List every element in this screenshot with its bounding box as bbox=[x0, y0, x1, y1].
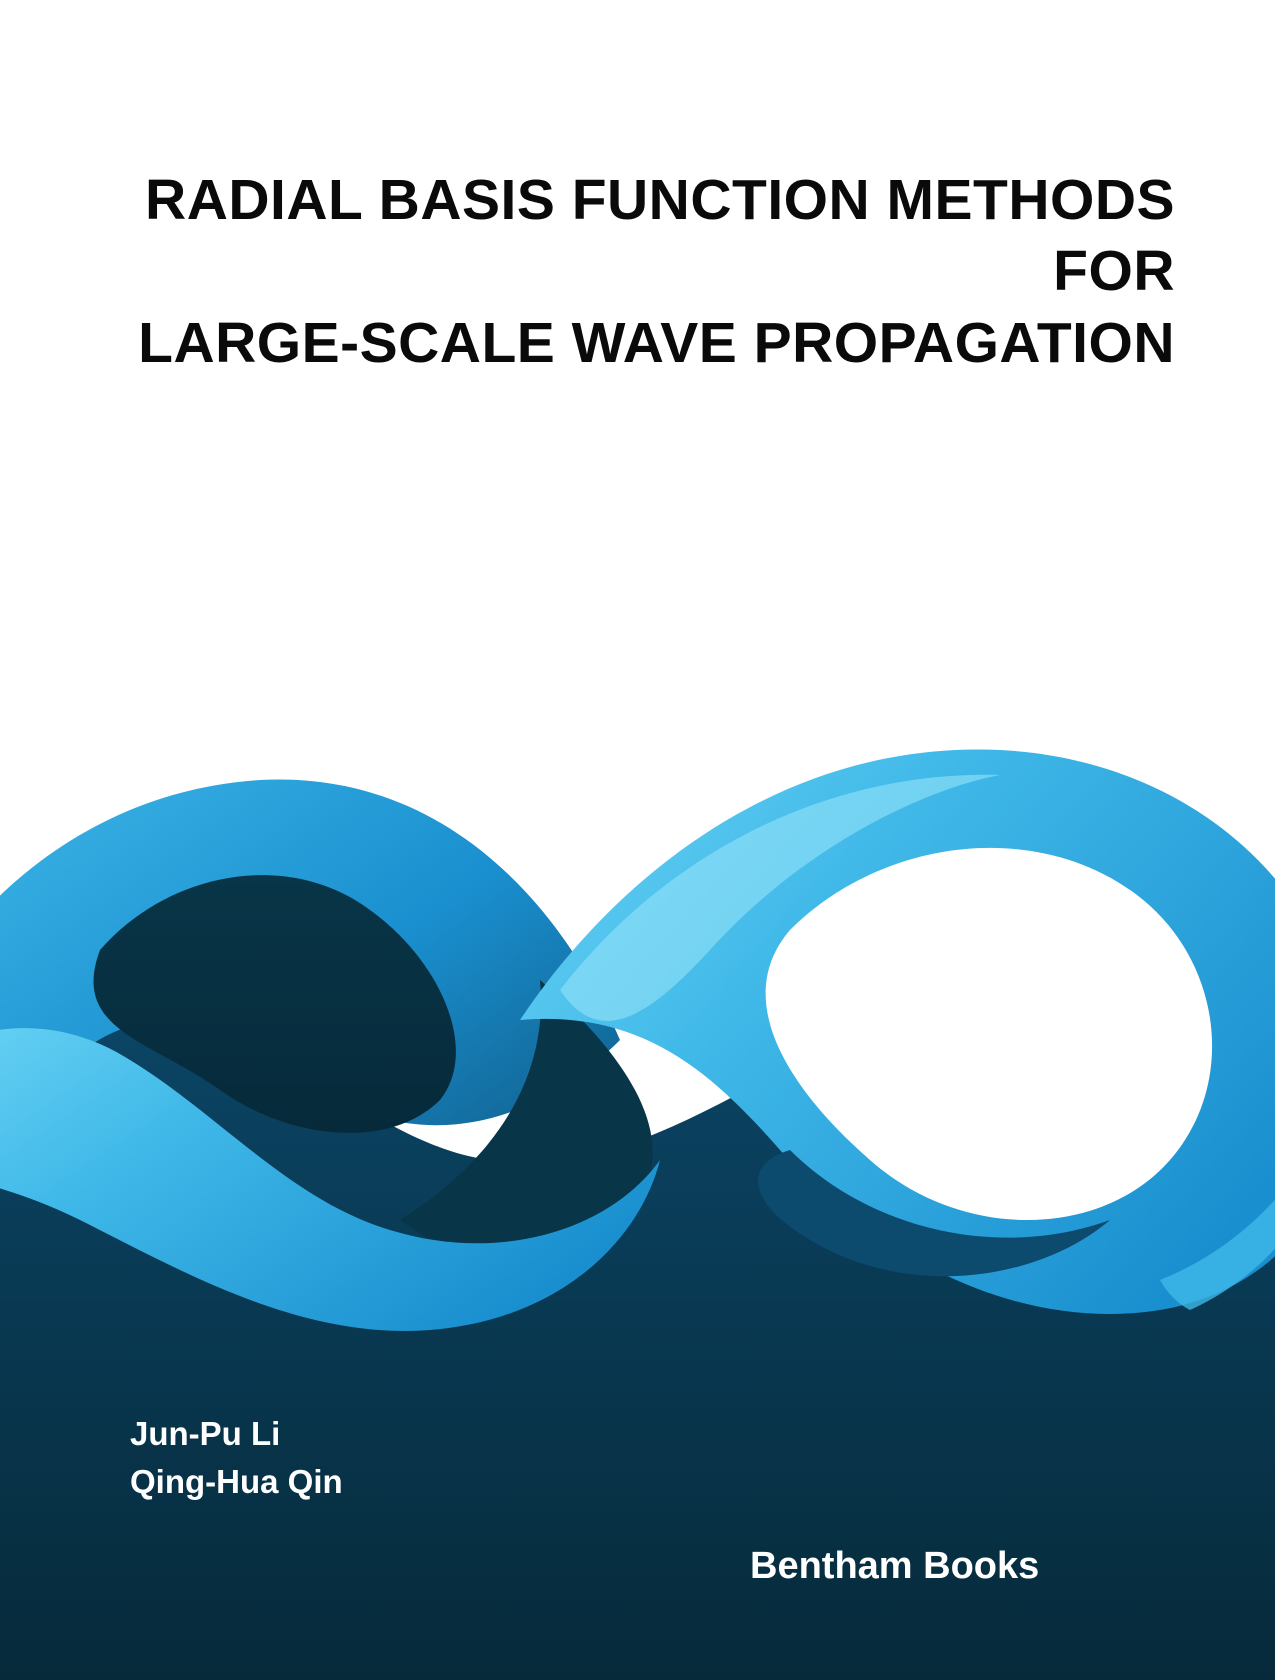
publisher-name: Bentham Books bbox=[750, 1545, 1039, 1588]
book-title: RADIAL BASIS FUNCTION METHODS FOR LARGE-… bbox=[100, 165, 1175, 379]
title-line-2: LARGE-SCALE WAVE PROPAGATION bbox=[100, 308, 1175, 379]
title-line-1: RADIAL BASIS FUNCTION METHODS FOR bbox=[100, 165, 1175, 308]
authors-block: Jun-Pu Li Qing-Hua Qin bbox=[130, 1410, 343, 1506]
infinity-wave-graphic bbox=[0, 720, 1275, 1680]
author-2: Qing-Hua Qin bbox=[130, 1458, 343, 1506]
author-1: Jun-Pu Li bbox=[130, 1410, 343, 1458]
